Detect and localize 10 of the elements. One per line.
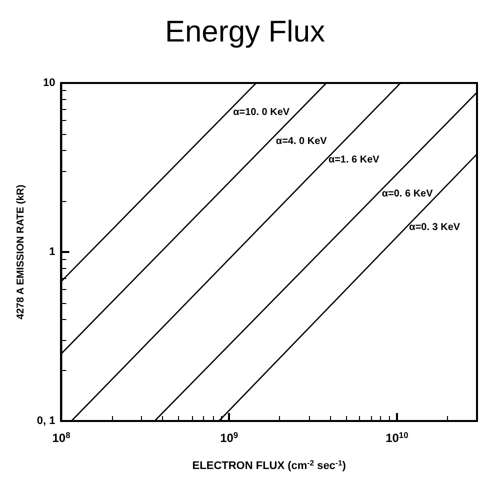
y-tick-label: 10 [43,77,56,89]
annotation: α=1. 6 KeV [328,154,380,166]
annotation: α=4. 0 KeV [276,136,328,148]
chart-title: Energy Flux [164,16,326,48]
annotation: α=0. 3 KeV [409,222,460,233]
annotation: α=10. 0 KeV [233,106,290,118]
y-tick-label: 1 [49,246,56,258]
y-tick-label: 0, 1 [36,415,56,427]
annotation: α=0. 6 KeV [382,188,434,200]
y-axis-title: 4278 A EMISSION RATE (kR) [16,184,26,320]
